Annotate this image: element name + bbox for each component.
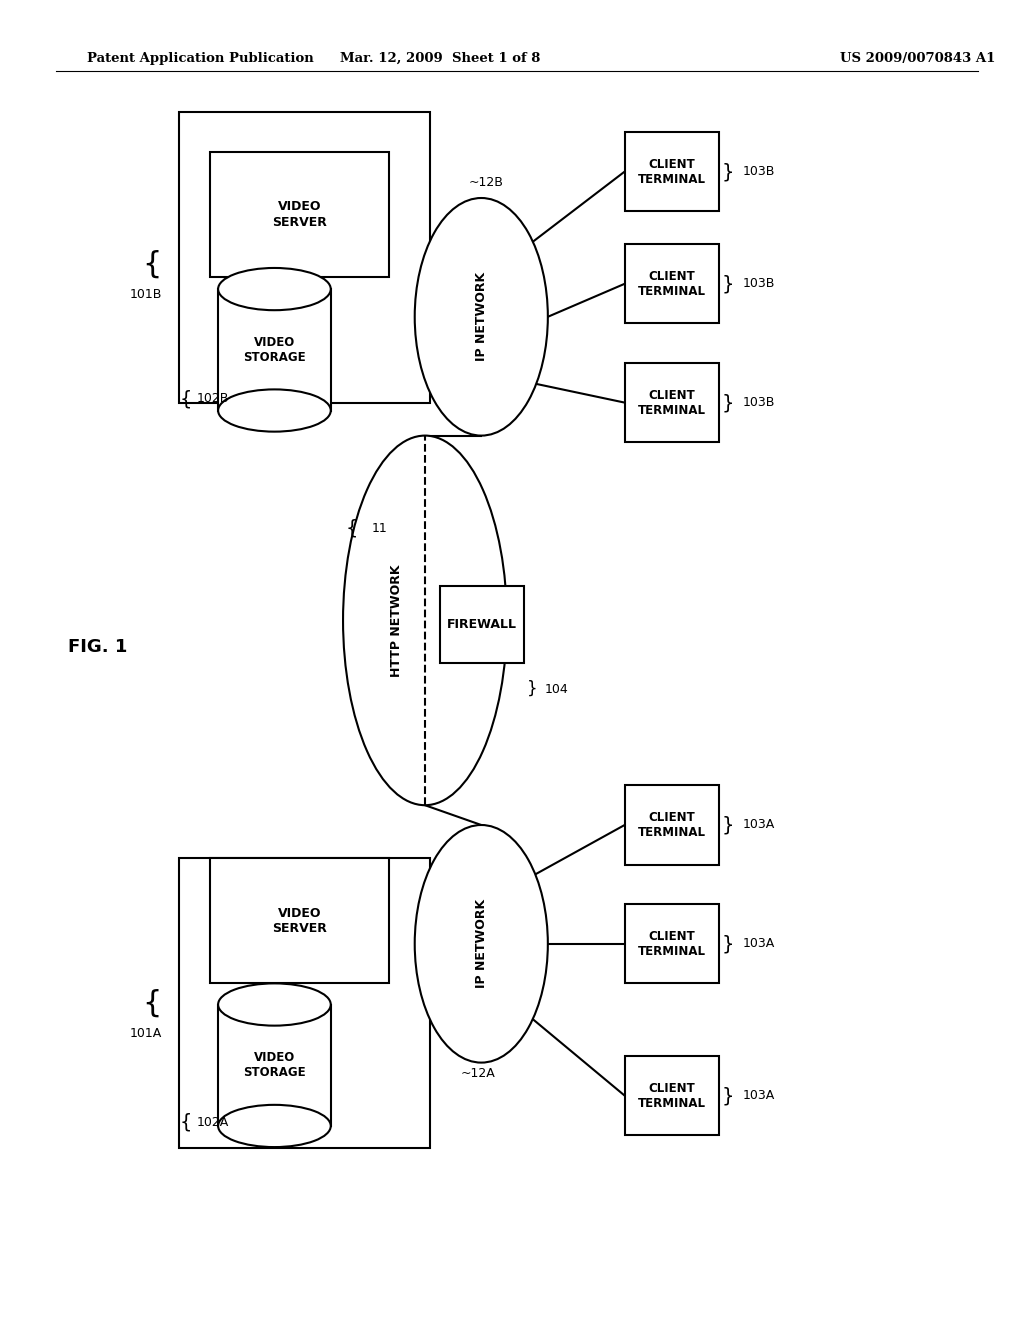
Text: }: } [722, 1086, 734, 1105]
Text: {: { [179, 389, 191, 408]
Text: 103A: 103A [742, 1089, 774, 1102]
Ellipse shape [415, 825, 548, 1063]
Ellipse shape [343, 436, 507, 805]
Text: FIREWALL: FIREWALL [447, 618, 517, 631]
Text: VIDEO
SERVER: VIDEO SERVER [272, 907, 327, 935]
Text: ~12B: ~12B [469, 176, 504, 189]
Bar [625, 363, 719, 442]
Ellipse shape [415, 198, 548, 436]
Text: {: { [142, 989, 162, 1018]
Text: 101B: 101B [129, 288, 162, 301]
Text: {: { [346, 519, 358, 537]
Text: }: } [722, 935, 734, 953]
Bar [625, 904, 719, 983]
Text: 104: 104 [545, 682, 568, 696]
Text: VIDEO
STORAGE: VIDEO STORAGE [243, 1051, 306, 1080]
Text: CLIENT
TERMINAL: CLIENT TERMINAL [638, 810, 706, 840]
Text: {: { [142, 249, 162, 279]
Bar [625, 1056, 719, 1135]
Text: 102A: 102A [197, 1115, 228, 1129]
Text: }: } [527, 680, 538, 698]
Text: 103B: 103B [742, 396, 775, 409]
Text: Patent Application Publication: Patent Application Publication [87, 51, 313, 65]
Text: 103B: 103B [742, 277, 775, 290]
Text: HTTP NETWORK: HTTP NETWORK [390, 564, 402, 677]
Bar [218, 1044, 331, 1126]
Text: US 2009/0070843 A1: US 2009/0070843 A1 [840, 51, 995, 65]
Bar [210, 858, 389, 983]
Ellipse shape [218, 268, 331, 310]
Text: 101A: 101A [130, 1027, 162, 1040]
Bar [179, 112, 430, 403]
Text: }: } [722, 162, 734, 181]
Text: IP NETWORK: IP NETWORK [475, 272, 487, 362]
Text: VIDEO
SERVER: VIDEO SERVER [272, 201, 327, 228]
Text: }: } [722, 393, 734, 412]
Text: CLIENT
TERMINAL: CLIENT TERMINAL [638, 269, 706, 298]
Bar [210, 152, 389, 277]
Text: 103A: 103A [742, 937, 774, 950]
Text: CLIENT
TERMINAL: CLIENT TERMINAL [638, 1081, 706, 1110]
Text: 11: 11 [372, 521, 387, 535]
Ellipse shape [218, 983, 331, 1026]
Text: VIDEO
STORAGE: VIDEO STORAGE [243, 335, 306, 364]
Bar [625, 132, 719, 211]
Ellipse shape [218, 1105, 331, 1147]
Text: ~12A: ~12A [461, 1067, 496, 1080]
Bar [179, 858, 430, 1148]
Text: Mar. 12, 2009  Sheet 1 of 8: Mar. 12, 2009 Sheet 1 of 8 [340, 51, 541, 65]
Text: }: } [722, 816, 734, 834]
Text: CLIENT
TERMINAL: CLIENT TERMINAL [638, 157, 706, 186]
Text: CLIENT
TERMINAL: CLIENT TERMINAL [638, 929, 706, 958]
Bar [218, 329, 331, 411]
Bar [440, 586, 524, 663]
Text: }: } [722, 275, 734, 293]
Text: 103B: 103B [742, 165, 775, 178]
Text: IP NETWORK: IP NETWORK [475, 899, 487, 989]
Bar [625, 785, 719, 865]
Text: 103A: 103A [742, 818, 774, 832]
Bar [625, 244, 719, 323]
Text: {: { [179, 1113, 191, 1131]
Text: 102B: 102B [197, 392, 229, 405]
Text: FIG. 1: FIG. 1 [68, 638, 127, 656]
Ellipse shape [218, 389, 331, 432]
Text: CLIENT
TERMINAL: CLIENT TERMINAL [638, 388, 706, 417]
